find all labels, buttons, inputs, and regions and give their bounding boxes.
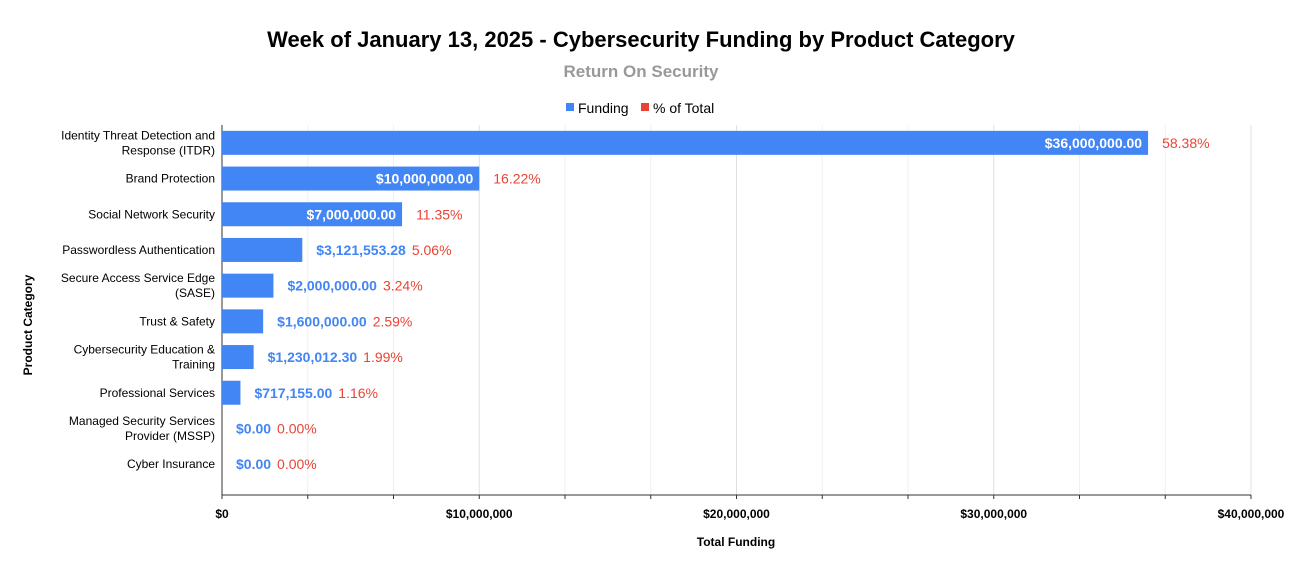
category-label: Social Network Security xyxy=(88,207,215,221)
category-label: Trust & Safety xyxy=(139,314,215,328)
bar-value-label: $7,000,000.00 xyxy=(307,206,397,222)
x-tick-label: $40,000,000 xyxy=(1218,507,1285,521)
bar-value-label: $10,000,000.00 xyxy=(376,171,474,187)
bar-percent-label: 3.24% xyxy=(383,278,423,294)
y-axis-title: Product Category xyxy=(21,274,35,375)
bar-percent-label: 58.38% xyxy=(1162,135,1209,151)
bar-value-label: $2,000,000.00 xyxy=(287,278,377,294)
bar-percent-label: 0.00% xyxy=(277,420,317,436)
x-tick-label: $20,000,000 xyxy=(703,507,770,521)
bar-percent-label: 2.59% xyxy=(373,313,413,329)
bar xyxy=(222,345,254,370)
category-label: Cybersecurity Education & Training xyxy=(74,343,215,372)
bar-percent-label: 11.35% xyxy=(416,206,462,222)
bar xyxy=(222,273,274,298)
category-label: Identity Threat Detection and Response (I… xyxy=(61,128,215,157)
bar xyxy=(222,130,1149,155)
legend: Funding % of Total xyxy=(566,100,714,116)
bar-percent-label: 5.06% xyxy=(412,242,452,258)
legend-swatch-funding xyxy=(566,103,574,111)
x-axis-title: Total Funding xyxy=(697,535,775,549)
legend-label-percent: % of Total xyxy=(653,100,714,116)
bar xyxy=(222,166,480,191)
bar-value-label: $0.00 xyxy=(236,420,271,436)
category-label: Managed Security Services Provider (MSSP) xyxy=(69,414,215,443)
bar-value-label: $36,000,000.00 xyxy=(1045,135,1143,151)
chart-title: Week of January 13, 2025 - Cybersecurity… xyxy=(267,27,1016,52)
x-tick-label: $10,000,000 xyxy=(446,507,513,521)
category-label: Professional Services xyxy=(100,386,215,400)
category-label: Brand Protection xyxy=(126,172,215,186)
category-label: Cyber Insurance xyxy=(127,457,215,471)
bar-percent-label: 1.99% xyxy=(363,349,403,365)
bar xyxy=(222,202,403,227)
bar-value-label: $3,121,553.28 xyxy=(316,242,406,258)
bar xyxy=(222,309,264,334)
bar-value-label: $1,230,012.30 xyxy=(268,349,358,365)
bar-value-label: $1,600,000.00 xyxy=(277,313,367,329)
x-tick-labels: $0 $10,000,000 $20,000,000 $30,000,000 $40,0… xyxy=(215,507,1284,521)
category-label: Passwordless Authentication xyxy=(62,243,215,257)
x-tick-label: $30,000,000 xyxy=(960,507,1027,521)
chart-subtitle: Return On Security xyxy=(564,62,719,81)
bar-value-label: $0.00 xyxy=(236,456,271,472)
bar-percent-label: 1.16% xyxy=(338,385,378,401)
category-labels: Identity Threat Detection and Response (I… xyxy=(61,128,215,471)
x-tick-label: $0 xyxy=(215,507,229,521)
bar-value-label: $717,155.00 xyxy=(254,385,332,401)
bars: $36,000,000.00 58.38% $10,000,000.00 16.22%… xyxy=(222,130,1210,472)
legend-swatch-percent xyxy=(641,103,649,111)
legend-label-funding: Funding xyxy=(578,100,629,116)
bar xyxy=(222,237,303,262)
bar xyxy=(222,380,241,405)
category-label: Secure Access Service Edge (SASE) xyxy=(61,271,215,300)
bar-percent-label: 0.00% xyxy=(277,456,317,472)
bar-percent-label: 16.22% xyxy=(493,171,540,187)
